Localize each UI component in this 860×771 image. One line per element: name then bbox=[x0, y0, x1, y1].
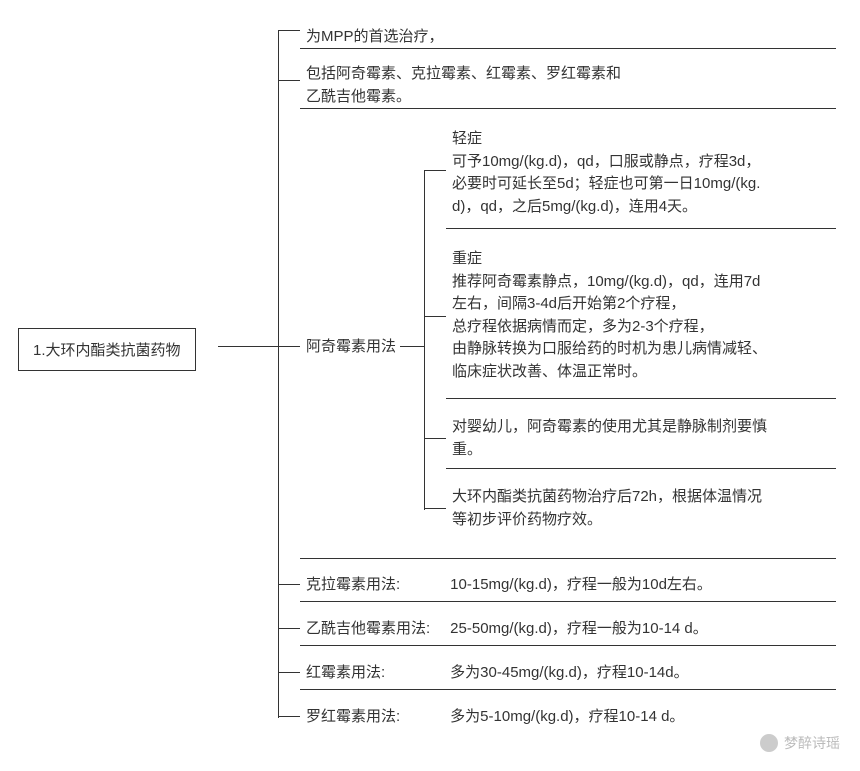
l2-node-5: 红霉素用法: 多为30-45mg/(kg.d)，疗程10-14d。 bbox=[300, 654, 695, 693]
divider bbox=[446, 228, 836, 229]
stub bbox=[278, 672, 300, 673]
l3-text: 对婴幼儿，阿奇霉素的使用尤其是静脉制剂要慎 重。 bbox=[446, 408, 773, 469]
l2-text: 为MPP的首选治疗， bbox=[300, 18, 450, 57]
watermark-icon bbox=[760, 734, 778, 752]
watermark-text: 梦醉诗瑶 bbox=[784, 733, 840, 753]
stub bbox=[424, 508, 446, 509]
l3-text: 轻症 可予10mg/(kg.d)，qd，口服或静点，疗程3d， 必要时可延长至5… bbox=[446, 120, 766, 226]
divider bbox=[300, 558, 836, 559]
dosage-value: 10-15mg/(kg.d)，疗程一般为10d左右。 bbox=[450, 576, 712, 593]
bracket1 bbox=[278, 30, 279, 718]
l3-node-2: 对婴幼儿，阿奇霉素的使用尤其是静脉制剂要慎 重。 bbox=[446, 408, 773, 469]
divider bbox=[300, 645, 836, 646]
root-label: 1.大环内酯类抗菌药物 bbox=[33, 342, 181, 359]
stub bbox=[278, 716, 300, 717]
l2-node-4: 乙酰吉他霉素用法: 25-50mg/(kg.d)，疗程一般为10-14 d。 bbox=[300, 610, 714, 649]
stub bbox=[424, 170, 446, 171]
dosage-value: 25-50mg/(kg.d)，疗程一般为10-14 d。 bbox=[450, 620, 708, 637]
divider bbox=[300, 108, 836, 109]
connector bbox=[218, 346, 278, 347]
l3-text: 大环内酯类抗菌药物治疗后72h，根据体温情况 等初步评价药物疗效。 bbox=[446, 478, 768, 539]
divider bbox=[300, 689, 836, 690]
dosage-label: 乙酰吉他霉素用法: bbox=[306, 618, 446, 641]
dosage-value: 多为5-10mg/(kg.d)，疗程10-14 d。 bbox=[450, 708, 684, 725]
l2-node-2: 阿奇霉素用法 bbox=[300, 328, 402, 367]
divider bbox=[446, 398, 836, 399]
l3-text: 重症 推荐阿奇霉素静点，10mg/(kg.d)，qd，连用7d 左右，间隔3-4… bbox=[446, 240, 773, 391]
l3-node-3: 大环内酯类抗菌药物治疗后72h，根据体温情况 等初步评价药物疗效。 bbox=[446, 478, 768, 539]
l2-node-3: 克拉霉素用法: 10-15mg/(kg.d)，疗程一般为10d左右。 bbox=[300, 566, 718, 605]
l2-text: 阿奇霉素用法 bbox=[300, 328, 402, 367]
bracket2 bbox=[424, 170, 425, 510]
stub bbox=[278, 584, 300, 585]
l3-node-1: 重症 推荐阿奇霉素静点，10mg/(kg.d)，qd，连用7d 左右，间隔3-4… bbox=[446, 240, 773, 391]
dosage-label: 罗红霉素用法: bbox=[306, 706, 446, 729]
l2-text: 红霉素用法: 多为30-45mg/(kg.d)，疗程10-14d。 bbox=[300, 654, 695, 693]
stub bbox=[278, 30, 300, 31]
l2-node-6: 罗红霉素用法: 多为5-10mg/(kg.d)，疗程10-14 d。 bbox=[300, 698, 690, 737]
dosage-value: 多为30-45mg/(kg.d)，疗程10-14d。 bbox=[450, 664, 688, 681]
dosage-label: 克拉霉素用法: bbox=[306, 574, 446, 597]
root-node: 1.大环内酯类抗菌药物 bbox=[18, 328, 196, 371]
l2-text: 克拉霉素用法: 10-15mg/(kg.d)，疗程一般为10d左右。 bbox=[300, 566, 718, 605]
divider bbox=[300, 601, 836, 602]
divider bbox=[300, 48, 836, 49]
stub bbox=[278, 346, 300, 347]
stub bbox=[424, 438, 446, 439]
connector bbox=[400, 346, 424, 347]
l2-text: 乙酰吉他霉素用法: 25-50mg/(kg.d)，疗程一般为10-14 d。 bbox=[300, 610, 714, 649]
stub bbox=[278, 628, 300, 629]
l2-text: 罗红霉素用法: 多为5-10mg/(kg.d)，疗程10-14 d。 bbox=[300, 698, 690, 737]
l2-text: 包括阿奇霉素、克拉霉素、红霉素、罗红霉素和 乙酰吉他霉素。 bbox=[300, 55, 627, 116]
l2-node-1: 包括阿奇霉素、克拉霉素、红霉素、罗红霉素和 乙酰吉他霉素。 bbox=[300, 55, 627, 116]
stub bbox=[278, 80, 300, 81]
dosage-label: 红霉素用法: bbox=[306, 662, 446, 685]
l2-node-0: 为MPP的首选治疗， bbox=[300, 18, 450, 57]
watermark: 梦醉诗瑶 bbox=[760, 733, 840, 753]
l3-node-0: 轻症 可予10mg/(kg.d)，qd，口服或静点，疗程3d， 必要时可延长至5… bbox=[446, 120, 766, 226]
divider bbox=[446, 468, 836, 469]
stub bbox=[424, 316, 446, 317]
